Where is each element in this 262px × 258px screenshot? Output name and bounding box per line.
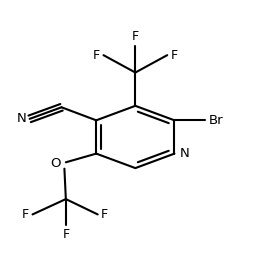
Text: F: F	[171, 49, 178, 62]
Text: O: O	[50, 157, 61, 170]
Text: N: N	[180, 147, 189, 160]
Text: F: F	[101, 208, 108, 221]
Text: F: F	[132, 30, 139, 43]
Text: Br: Br	[208, 114, 223, 127]
Text: N: N	[17, 112, 26, 125]
Text: F: F	[93, 49, 100, 62]
Text: F: F	[62, 228, 69, 241]
Text: F: F	[22, 208, 29, 221]
